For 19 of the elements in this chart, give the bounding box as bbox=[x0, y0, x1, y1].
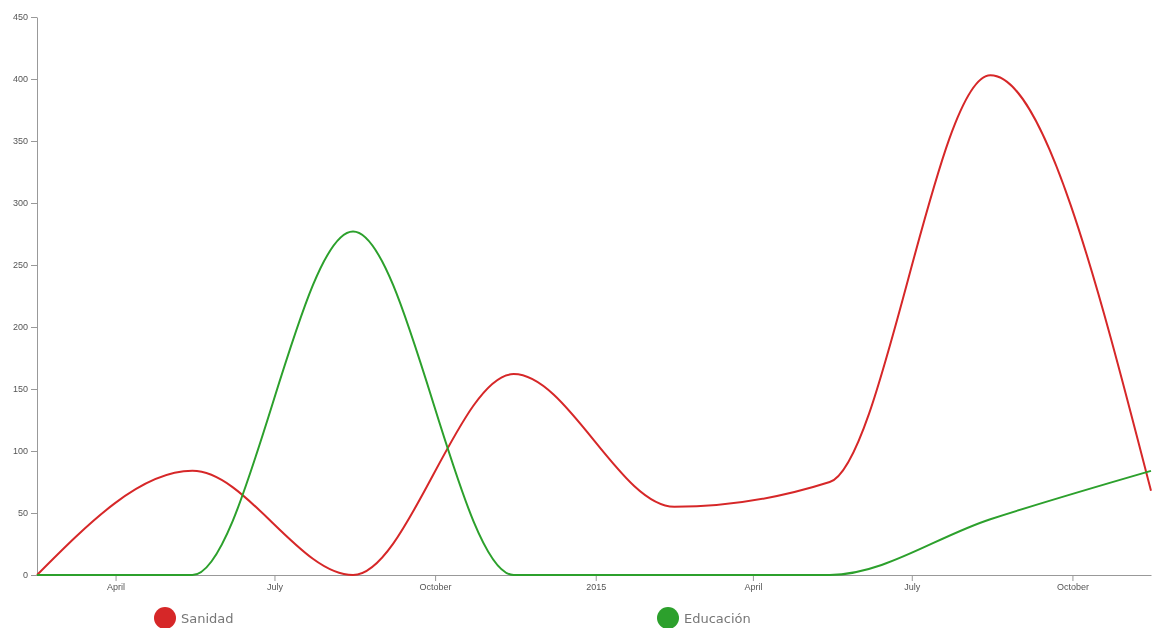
x-tick-label: July bbox=[904, 582, 921, 593]
y-tick-label: 50 bbox=[17, 508, 28, 519]
x-tick-label: October bbox=[1056, 582, 1089, 593]
y-tick-label: 200 bbox=[12, 322, 28, 333]
y-tick-label: 450 bbox=[12, 12, 28, 23]
legend-label: Sanidad bbox=[181, 611, 234, 626]
x-tick-label: July bbox=[266, 582, 284, 593]
y-tick-label: 300 bbox=[12, 198, 28, 209]
y-tick-label: 350 bbox=[12, 136, 28, 147]
legend-label: Educación bbox=[684, 611, 751, 626]
x-tick-label: April bbox=[744, 582, 763, 593]
y-tick-label: 0 bbox=[22, 570, 28, 581]
x-tick-label: October bbox=[419, 582, 452, 593]
x-tick-label: 2015 bbox=[586, 582, 607, 593]
y-tick-label: 250 bbox=[12, 260, 28, 271]
y-tick-label: 400 bbox=[12, 74, 28, 85]
y-tick-label: 150 bbox=[12, 384, 28, 395]
y-tick-label: 100 bbox=[12, 446, 28, 457]
x-tick-label: April bbox=[107, 582, 126, 593]
